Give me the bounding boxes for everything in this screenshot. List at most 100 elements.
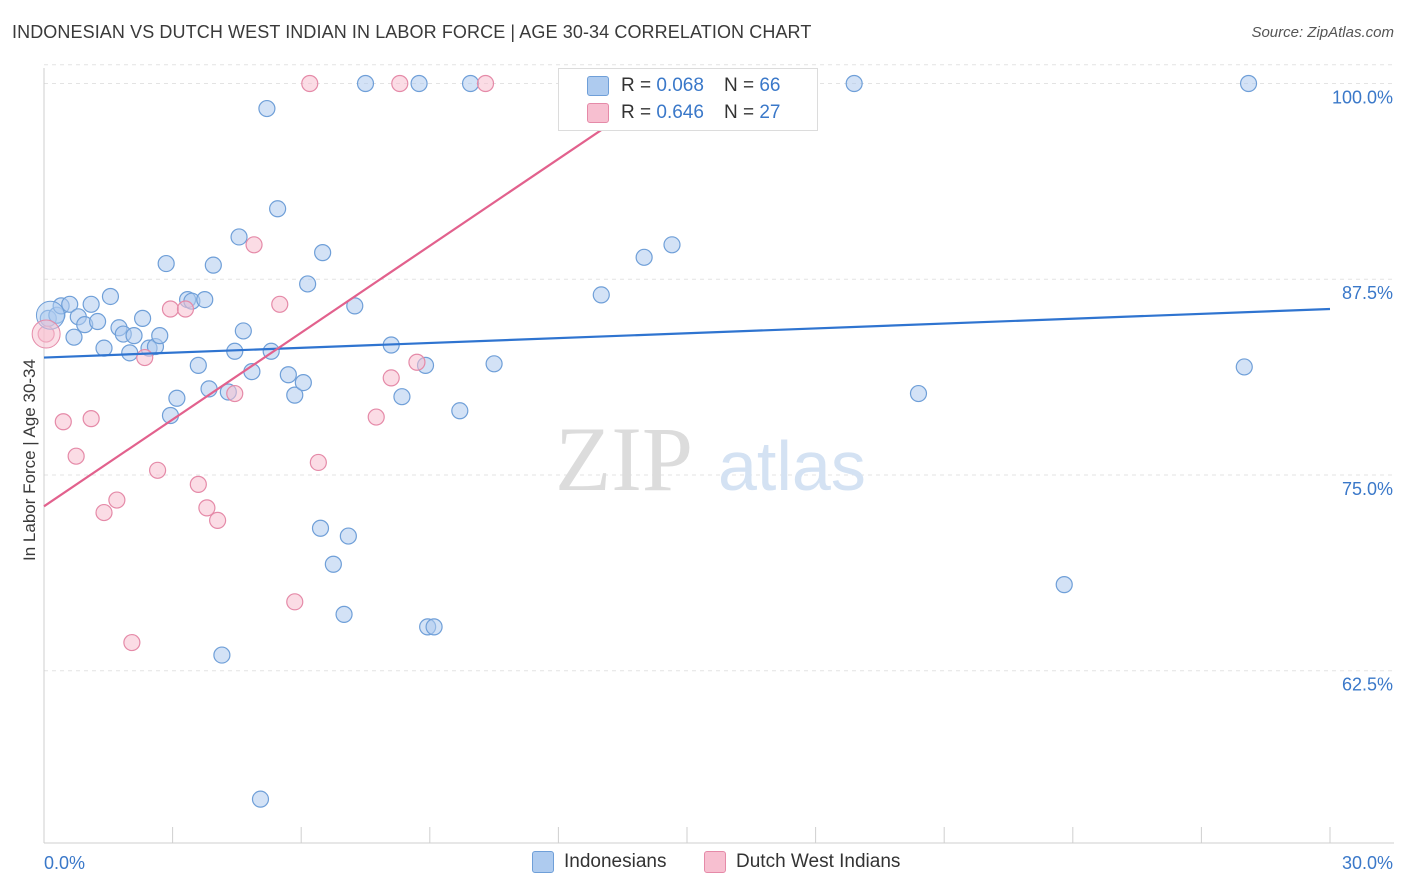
y-tick-label: 75.0% [1342, 479, 1393, 499]
point-indonesians [635, 248, 653, 266]
point-indonesians [95, 339, 113, 357]
legend-swatch-dutch-west-indians [587, 103, 609, 123]
legend-swatch-dutch-west-indians [704, 851, 726, 873]
point-indonesians [269, 200, 287, 218]
chart-title: INDONESIAN VS DUTCH WEST INDIAN IN LABOR… [12, 22, 812, 42]
point-indonesians [88, 312, 107, 331]
point-indonesians [324, 555, 342, 573]
legend-r-label: R = [621, 102, 652, 123]
point-dutch-west-indians [245, 236, 263, 254]
point-dutch-west-indians [31, 319, 61, 349]
point-indonesians [1239, 74, 1258, 93]
point-dutch-west-indians [176, 300, 195, 318]
legend-swatch-indonesians [532, 851, 554, 873]
point-indonesians [204, 256, 222, 274]
point-indonesians [410, 74, 428, 93]
point-dutch-west-indians [123, 633, 141, 652]
point-indonesians [845, 74, 863, 93]
point-indonesians [65, 328, 83, 346]
point-indonesians [393, 388, 411, 406]
point-indonesians [461, 74, 480, 93]
axes [43, 68, 1394, 844]
point-dutch-west-indians [82, 410, 100, 428]
point-indonesians [286, 386, 304, 404]
point-indonesians [346, 297, 364, 315]
point-indonesians [258, 99, 276, 118]
point-dutch-west-indians [309, 453, 327, 472]
legend-row-dutch-west-indians: R = 0.646 N = 27 [559, 100, 780, 126]
point-dutch-west-indians [189, 475, 207, 493]
x-tick-label: 30.0% [1342, 853, 1393, 873]
series-dutch-west-indians [37, 74, 495, 652]
watermark-zip: ZIP [555, 408, 693, 510]
point-indonesians [299, 275, 317, 293]
point-indonesians [101, 287, 120, 306]
watermark-atlas: atlas [718, 427, 866, 505]
point-indonesians [592, 286, 610, 304]
point-dutch-west-indians [161, 300, 180, 318]
point-dutch-west-indians [54, 413, 72, 431]
y-tick-label: 100.0% [1332, 87, 1393, 107]
legend-swatch-indonesians [587, 76, 609, 96]
point-indonesians [189, 356, 207, 374]
point-indonesians [196, 290, 214, 309]
legend-r-value: 0.646 [656, 102, 704, 123]
point-indonesians [234, 322, 252, 340]
watermark: ZIP atlas [555, 408, 866, 510]
legend-n-label: N = [723, 102, 755, 123]
point-dutch-west-indians [301, 74, 319, 93]
point-indonesians [339, 527, 357, 545]
point-indonesians [279, 366, 297, 384]
point-indonesians [213, 646, 231, 664]
point-indonesians [335, 605, 353, 623]
point-dutch-west-indians [136, 348, 154, 367]
legend-n-value: 27 [759, 102, 781, 123]
point-indonesians [61, 295, 79, 313]
point-indonesians [133, 309, 152, 327]
point-indonesians [251, 790, 270, 808]
trend-line-dutch-west-indians [43, 85, 667, 508]
point-dutch-west-indians [148, 461, 167, 479]
trend-lines [43, 85, 1331, 508]
point-dutch-west-indians [67, 447, 85, 465]
point-indonesians [451, 402, 469, 420]
point-indonesians [294, 373, 312, 392]
legend-label-indonesians: Indonesians [564, 851, 667, 872]
legend-n-label: N = [723, 75, 755, 96]
bottom-legend-dutch-west-indians[interactable]: Dutch West Indians [704, 851, 900, 873]
tick-labels: 62.5% 75.0% 87.5% 100.0% 0.0% 30.0% [44, 87, 1393, 873]
point-indonesians [311, 519, 330, 537]
stats-legend: R = 0.068 N = 66 R = 0.646 N = 27 [558, 68, 818, 131]
y-tick-label: 62.5% [1342, 675, 1393, 695]
point-dutch-west-indians [476, 74, 495, 93]
legend-label-dutch-west-indians: Dutch West Indians [736, 851, 901, 872]
point-dutch-west-indians [367, 408, 385, 426]
legend-row-indonesians: R = 0.068 N = 66 [559, 73, 780, 99]
source-label: Source: ZipAtlas.com [1251, 24, 1394, 41]
point-dutch-west-indians [286, 593, 304, 611]
legend-r-value: 0.068 [656, 75, 704, 96]
y-tick-label: 87.5% [1342, 283, 1393, 303]
point-indonesians [663, 236, 681, 254]
point-indonesians [125, 327, 143, 345]
point-indonesians [314, 244, 332, 262]
point-indonesians [1055, 576, 1073, 594]
point-indonesians [425, 618, 443, 636]
point-indonesians [1235, 358, 1253, 376]
y-axis-label: In Labor Force | Age 30-34 [20, 359, 39, 561]
point-indonesians [485, 355, 503, 373]
legend-r-label: R = [621, 75, 652, 96]
point-dutch-west-indians [391, 74, 409, 93]
bottom-legend-indonesians[interactable]: Indonesians [532, 851, 666, 873]
trend-line-indonesians [43, 307, 1331, 359]
point-indonesians [157, 254, 175, 273]
legend-n-value: 66 [759, 75, 781, 96]
point-indonesians [82, 295, 100, 313]
point-dutch-west-indians [382, 369, 400, 387]
x-tick-label: 0.0% [44, 853, 85, 873]
point-indonesians [121, 344, 139, 362]
point-dutch-west-indians [226, 384, 244, 403]
point-dutch-west-indians [408, 353, 426, 371]
point-indonesians [356, 74, 375, 93]
